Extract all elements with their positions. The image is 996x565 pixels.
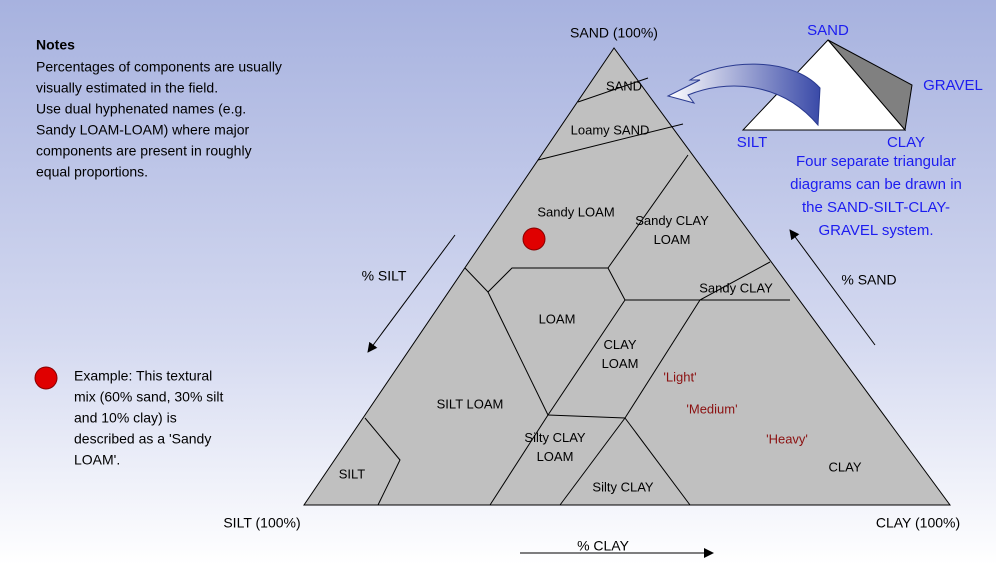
example-line: described as a 'Sandy — [74, 431, 211, 447]
region-label: Sandy CLAY — [699, 280, 773, 295]
axis-label: % SILT — [362, 268, 407, 284]
axis-label: % SAND — [841, 272, 896, 288]
region-label: Sandy LOAM — [537, 204, 614, 219]
example-legend-dot — [35, 367, 57, 389]
grade-label: 'Heavy' — [766, 431, 808, 446]
region-label: SILT — [339, 466, 366, 481]
axis-label: % CLAY — [577, 538, 630, 554]
corner-label: CLAY (100%) — [876, 515, 960, 531]
notes-line: components are present in roughly — [36, 143, 252, 159]
region-label: LOAM — [654, 232, 691, 247]
region-label: LOAM — [537, 449, 574, 464]
region-label: CLAY — [604, 337, 637, 352]
inset-label: CLAY — [887, 134, 925, 151]
notes-title: Notes — [36, 37, 75, 53]
notes-line: visually estimated in the field. — [36, 80, 218, 96]
example-line: LOAM'. — [74, 452, 120, 468]
region-label: Silty CLAY — [524, 430, 585, 445]
region-label: SILT LOAM — [437, 396, 504, 411]
example-line: Example: This textural — [74, 368, 212, 384]
notes-line: equal proportions. — [36, 164, 148, 180]
corner-label: SAND (100%) — [570, 25, 658, 41]
caption-line: GRAVEL system. — [818, 222, 933, 239]
inset-label: SAND — [807, 22, 849, 39]
notes-line: Sandy LOAM-LOAM) where major — [36, 122, 250, 138]
inset-label: GRAVEL — [923, 77, 983, 94]
diagram: Notes Percentages of components are usua… — [0, 0, 996, 565]
example-line: mix (60% sand, 30% silt — [74, 389, 224, 405]
caption-line: Four separate triangular — [796, 153, 956, 170]
region-label: CLAY — [829, 459, 862, 474]
notes-line: Use dual hyphenated names (e.g. — [36, 101, 246, 117]
region-label: Silty CLAY — [592, 479, 653, 494]
region-label: LOAM — [602, 356, 639, 371]
region-label: LOAM — [539, 311, 576, 326]
notes-line: Percentages of components are usually — [36, 59, 282, 75]
example-line: and 10% clay) is — [74, 410, 177, 426]
grade-label: 'Light' — [663, 369, 696, 384]
corner-label: SILT (100%) — [223, 515, 300, 531]
region-label: Sandy CLAY — [635, 213, 709, 228]
inset-label: SILT — [737, 134, 768, 151]
grade-label: 'Medium' — [686, 401, 737, 416]
region-label: SAND — [606, 78, 642, 93]
caption-line: diagrams can be drawn in — [790, 176, 962, 193]
caption-line: the SAND-SILT-CLAY- — [802, 199, 950, 216]
example-point — [523, 228, 545, 250]
region-label: Loamy SAND — [571, 122, 650, 137]
page: { "notes": {"title": "Notes", "lines": [… — [0, 0, 996, 565]
